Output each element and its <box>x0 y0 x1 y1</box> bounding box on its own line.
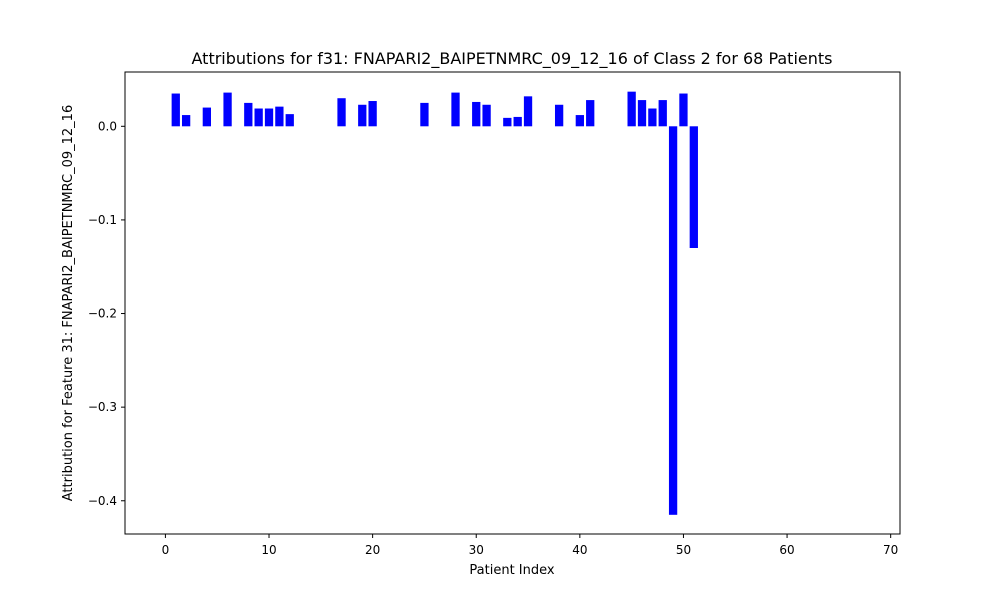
bar-patient-10 <box>264 108 274 127</box>
bar-patient-31 <box>482 104 491 127</box>
bar-patient-51 <box>689 126 698 248</box>
bar-patient-45 <box>627 91 636 127</box>
bar-patient-20 <box>368 101 377 127</box>
y-tick-label: −0.3 <box>88 400 117 414</box>
bar-patient-30 <box>472 101 481 127</box>
y-tick-label: −0.2 <box>88 307 117 321</box>
bar-patient-34 <box>513 116 522 127</box>
bar-patient-40 <box>575 115 584 127</box>
x-tick-label: 40 <box>572 543 587 557</box>
x-tick-label: 70 <box>883 543 898 557</box>
y-tick-label: −0.1 <box>88 213 117 227</box>
bar-patient-46 <box>637 100 647 127</box>
bar-patient-4 <box>202 107 211 127</box>
bar-patient-28 <box>451 92 460 127</box>
bar-patient-38 <box>554 104 564 127</box>
bar-patient-12 <box>285 114 294 127</box>
y-axis-label: Attribution for Feature 31: FNAPARI2_BAI… <box>61 105 76 501</box>
bar-patient-50 <box>679 93 688 127</box>
bar-patient-49 <box>668 126 678 515</box>
ticks-group: 0 10 20 30 40 50 60 70 0.0 −0.1 −0.2 −0.3 −0.4 <box>88 119 898 557</box>
bar-patient-47 <box>648 108 657 127</box>
bar-patient-41 <box>586 100 595 127</box>
bar-patient-1 <box>171 93 180 127</box>
plot-area-frame <box>124 71 901 535</box>
bars-group <box>171 91 698 515</box>
x-tick-label: 0 <box>162 543 170 557</box>
bar-patient-6 <box>223 92 232 127</box>
y-tick-label: −0.4 <box>88 494 117 508</box>
x-tick-label: 60 <box>779 543 794 557</box>
chart-title: Attributions for f31: FNAPARI2_BAIPETNMR… <box>192 49 833 69</box>
bar-patient-2 <box>181 115 191 127</box>
x-tick-label: 50 <box>676 543 691 557</box>
bar-patient-19 <box>358 104 367 127</box>
bar-patient-35 <box>523 96 533 127</box>
x-tick-label: 10 <box>261 543 276 557</box>
bar-patient-48 <box>658 100 667 127</box>
bar-patient-11 <box>275 106 284 127</box>
bar-patient-17 <box>337 98 346 127</box>
x-tick-label: 20 <box>365 543 380 557</box>
bar-patient-8 <box>244 102 253 127</box>
x-tick-label: 30 <box>469 543 484 557</box>
bar-patient-33 <box>503 117 512 127</box>
bar-patient-25 <box>420 102 429 127</box>
bar-patient-9 <box>254 108 263 127</box>
y-tick-label: 0.0 <box>98 119 117 133</box>
x-axis-label: Patient Index <box>469 563 554 578</box>
